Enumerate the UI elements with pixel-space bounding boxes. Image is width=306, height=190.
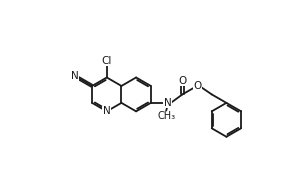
Text: Cl: Cl [102, 55, 112, 66]
Text: N: N [164, 98, 172, 108]
Text: CH₃: CH₃ [157, 111, 175, 121]
Text: O: O [194, 81, 202, 91]
Text: N: N [71, 71, 79, 81]
Text: N: N [103, 106, 111, 116]
Text: O: O [178, 76, 187, 86]
